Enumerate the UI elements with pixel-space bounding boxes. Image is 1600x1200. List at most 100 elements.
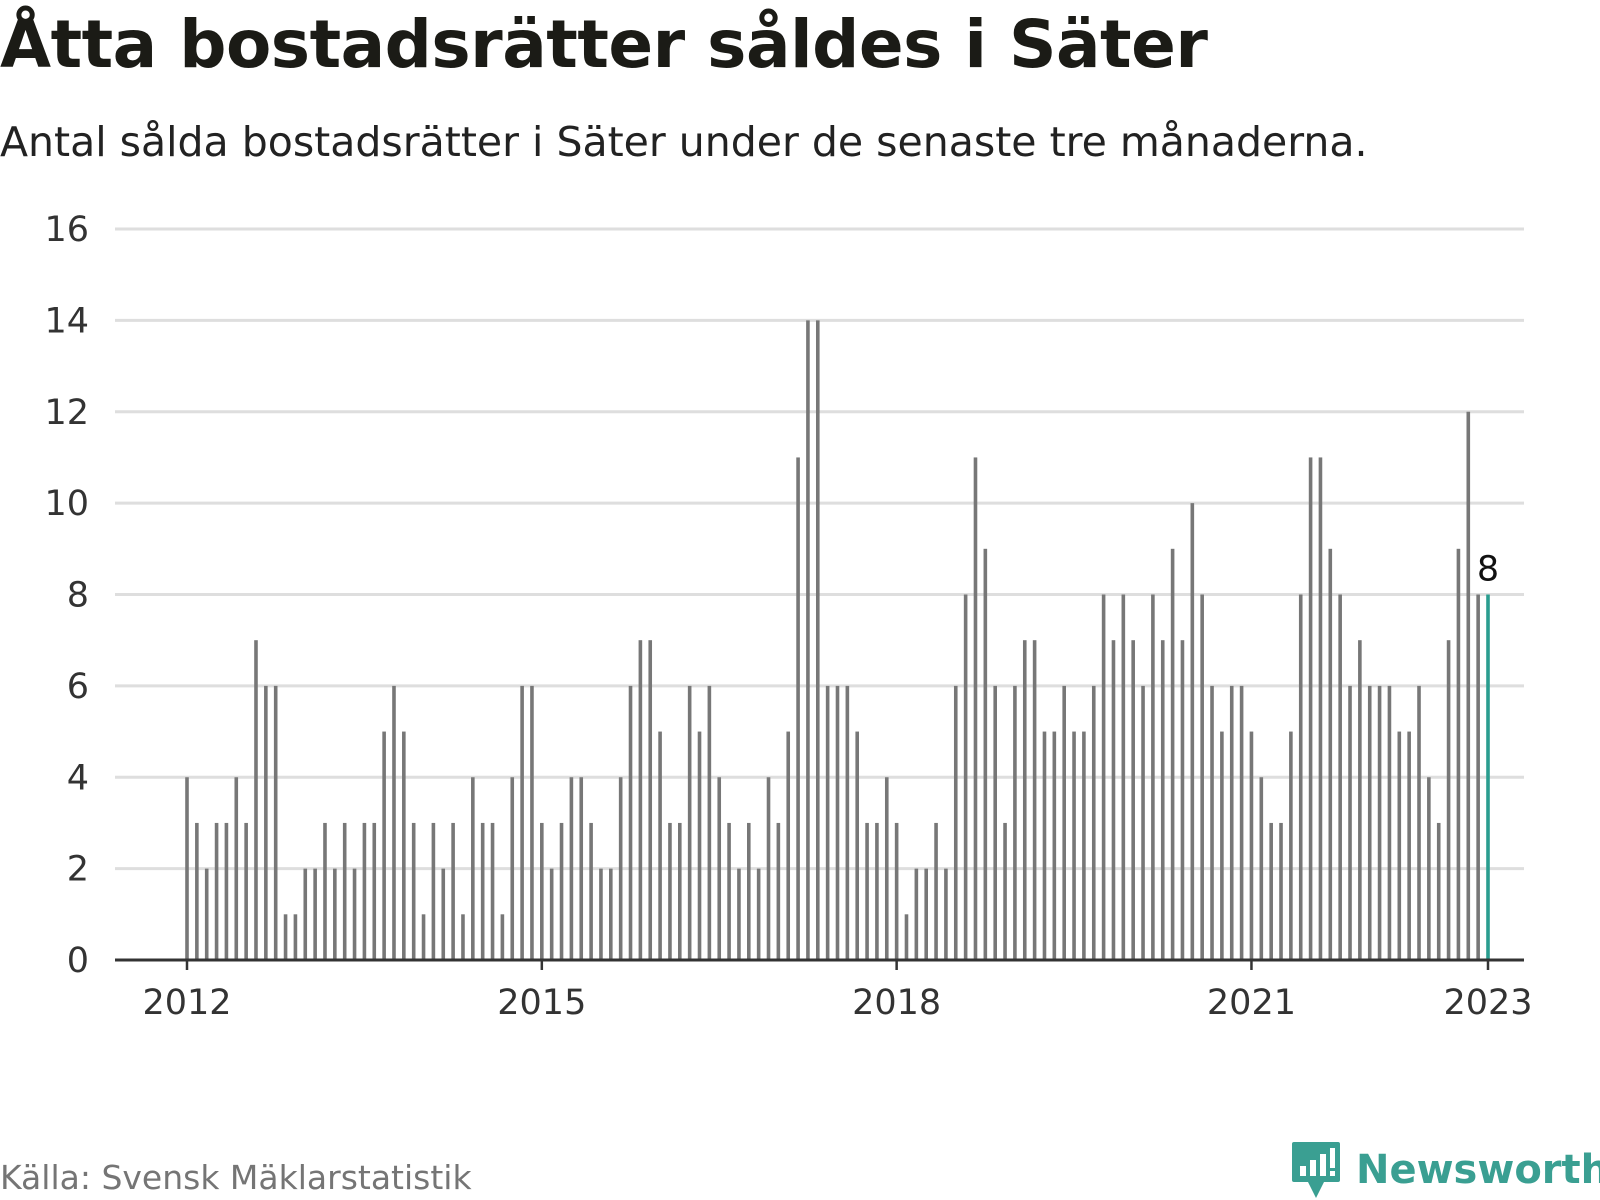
bar — [1348, 685, 1352, 961]
bar — [934, 822, 938, 960]
bar — [638, 640, 643, 960]
bar — [1210, 685, 1214, 961]
bar — [825, 685, 830, 961]
bar — [372, 822, 377, 960]
x-tick-label: 2015 — [497, 983, 586, 1023]
bar — [678, 822, 682, 960]
bar — [1180, 640, 1185, 960]
y-tick-label: 0 — [67, 941, 89, 981]
bar — [658, 731, 662, 960]
bar — [875, 822, 879, 960]
bar — [1249, 731, 1254, 960]
bar — [451, 822, 455, 960]
bar — [1229, 685, 1234, 961]
newsworthy-logo: Newsworthy — [1290, 1140, 1600, 1200]
bar — [1072, 731, 1076, 960]
bar — [776, 822, 781, 960]
bar — [973, 457, 978, 960]
bar — [1308, 457, 1313, 960]
bar — [628, 685, 633, 961]
bar — [273, 685, 278, 961]
bar — [1190, 503, 1195, 961]
bar — [747, 822, 751, 960]
bar — [1052, 731, 1057, 960]
bar — [342, 822, 347, 960]
bar — [264, 685, 268, 961]
bar — [254, 640, 258, 960]
bar — [953, 685, 958, 961]
chart-subtitle: Antal sålda bostadsrätter i Säter under … — [0, 118, 1368, 166]
bar — [293, 914, 298, 960]
bar — [520, 685, 524, 961]
bar — [214, 822, 219, 960]
y-tick-label: 10 — [44, 484, 89, 524]
bar — [1328, 548, 1333, 960]
bar — [480, 822, 485, 960]
bar — [1082, 731, 1086, 960]
bar — [579, 777, 584, 960]
highlight-data-label: 8 — [1477, 550, 1499, 590]
bar — [589, 822, 593, 960]
bar — [1151, 594, 1155, 960]
bar — [707, 685, 712, 961]
bar — [1032, 640, 1037, 960]
bar — [549, 868, 554, 961]
bar-highlight — [1486, 594, 1490, 960]
bar — [648, 640, 653, 960]
bar — [1298, 594, 1303, 960]
chart-title: Åtta bostadsrätter såldes i Säter — [0, 6, 1208, 83]
bar — [1013, 685, 1017, 961]
bar — [1387, 685, 1392, 961]
bar — [914, 868, 919, 961]
bar — [461, 914, 465, 960]
bar — [944, 868, 948, 961]
bar — [185, 777, 189, 960]
bar — [618, 777, 623, 960]
y-tick-label: 2 — [67, 850, 89, 890]
bar — [1239, 685, 1244, 961]
bar — [559, 822, 564, 960]
bar — [421, 914, 426, 960]
bar — [668, 822, 672, 960]
bar — [1466, 411, 1471, 960]
x-tick-label: 2023 — [1443, 983, 1532, 1023]
bar — [1269, 822, 1273, 960]
bar — [1042, 731, 1047, 960]
bar-chart: 0 2 4 6 8 10 12 14 16 2012 2015 2018 2021 2023 8 — [44, 210, 1532, 1023]
bar — [1456, 548, 1461, 960]
bar — [1476, 594, 1480, 960]
bar — [1220, 731, 1224, 960]
newsworthy-logo-icon — [1292, 1142, 1340, 1198]
bar — [1367, 685, 1372, 961]
y-tick-label: 8 — [67, 576, 89, 616]
bar — [382, 731, 386, 960]
y-tick-label: 4 — [67, 758, 89, 798]
bar — [303, 868, 308, 961]
bar — [1279, 822, 1283, 960]
bar — [835, 685, 840, 961]
newsworthy-logo-text: Newsworthy — [1356, 1147, 1600, 1193]
bar — [806, 320, 810, 961]
y-tick-label: 12 — [44, 393, 89, 433]
bar — [855, 731, 860, 960]
bar — [204, 868, 209, 961]
bar — [490, 822, 495, 960]
bar — [352, 868, 357, 961]
bar — [1111, 640, 1116, 960]
bar — [431, 822, 436, 960]
bar — [510, 777, 515, 960]
y-tick-label: 6 — [67, 667, 89, 707]
bar — [323, 822, 327, 960]
bar — [530, 685, 534, 961]
bar — [392, 685, 396, 961]
bar — [1170, 548, 1175, 960]
bar — [687, 685, 692, 961]
bar — [1101, 594, 1106, 960]
bar — [283, 914, 288, 960]
bar — [1318, 457, 1323, 960]
bar — [845, 685, 850, 961]
bar — [402, 731, 406, 960]
bar — [224, 822, 229, 960]
bar — [1377, 685, 1382, 961]
bar — [717, 777, 722, 960]
